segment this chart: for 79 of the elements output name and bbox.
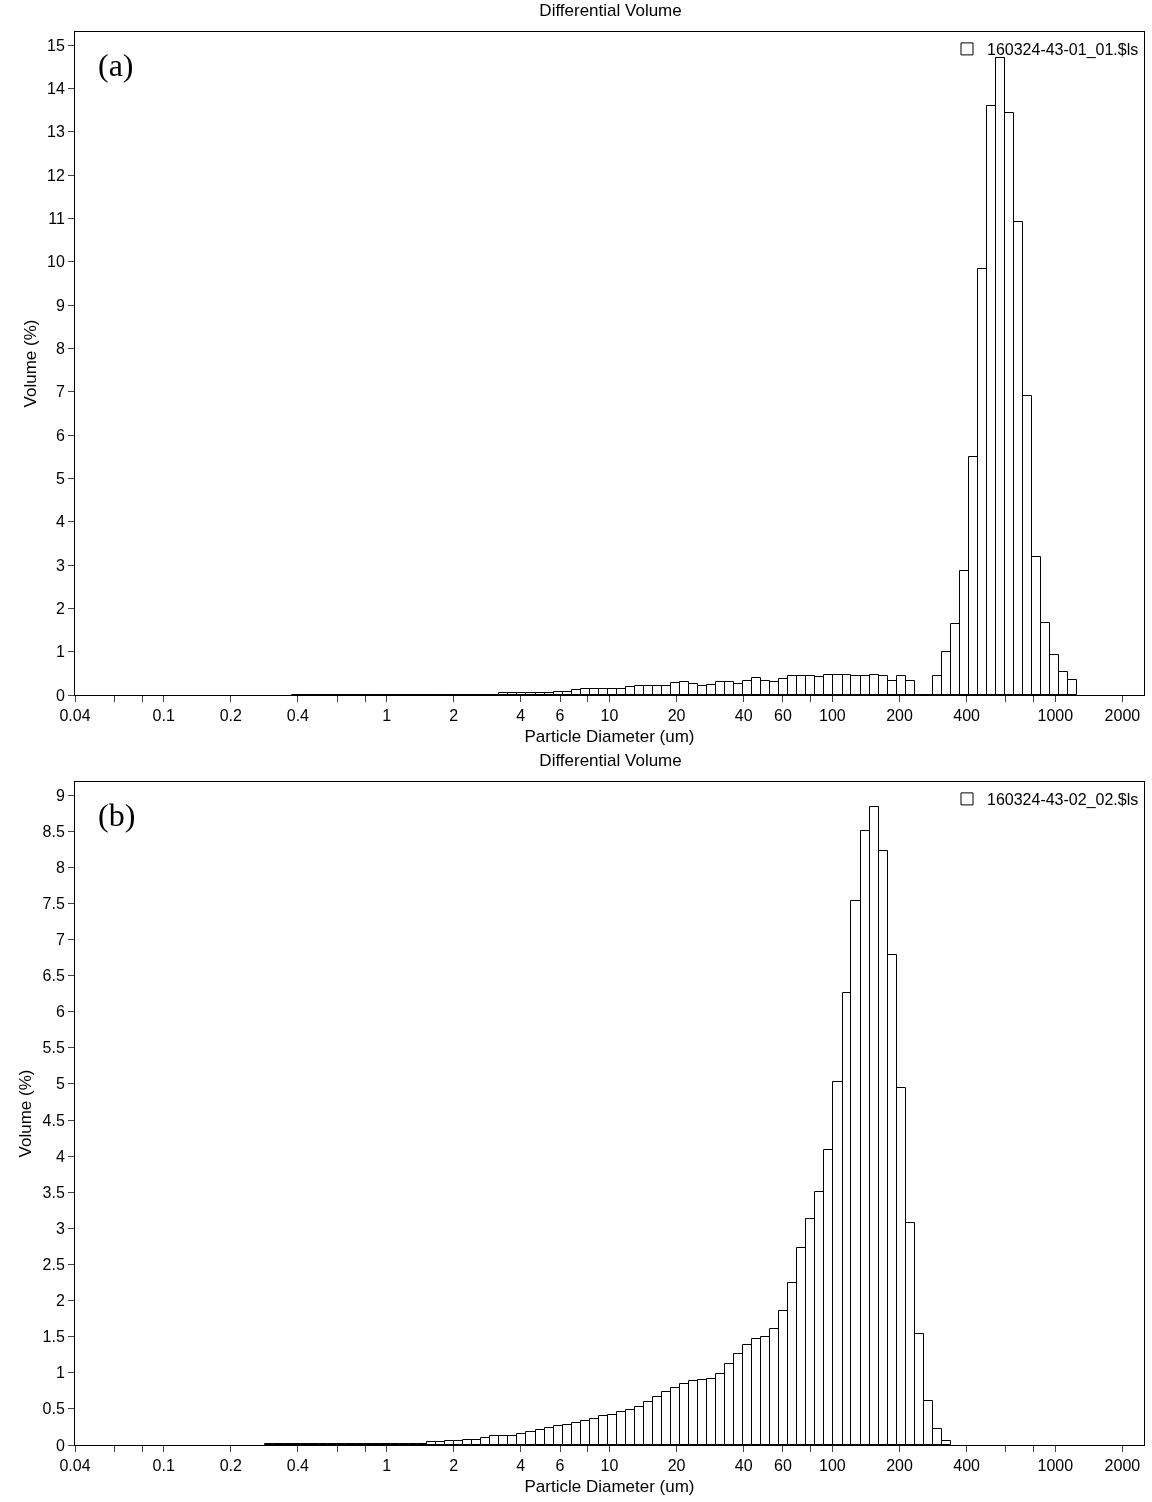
y-tick-label: 6.5 [42,967,65,985]
y-tick-label: 8 [55,339,65,357]
x-tick-label: 1 [382,1457,392,1475]
y-tick-label: 2 [55,1292,65,1310]
y-tick-label: 7 [55,931,65,949]
x-tick-label: 6 [555,707,565,725]
x-tick-label: 1 [382,707,392,725]
x-tick-label: 2000 [1104,1457,1141,1475]
x-tick-label: 0.04 [59,707,91,725]
y-tick-label: 14 [47,79,65,97]
y-tick-label: 0 [55,686,65,704]
y-tick-label: 5 [55,1075,65,1093]
x-tick-label: 0.4 [286,707,310,725]
x-tick-label: 20 [667,707,686,725]
x-tick-label: 10 [600,707,619,725]
x-tick-label: 0.04 [59,1457,91,1475]
y-tick-label: 1 [55,643,65,661]
x-tick-label: 400 [953,1457,981,1475]
x-tick-label: 0.2 [219,707,243,725]
y-tick-label: 8 [55,858,65,876]
y-tick-label: 5.5 [42,1039,65,1057]
x-tick-label: 2 [449,1457,459,1475]
y-tick-label: 1 [55,1364,65,1382]
x-tick-label: 60 [774,1457,792,1475]
y-tick-label: 1.5 [42,1328,65,1346]
y-tick-label: 9 [55,786,65,804]
x-tick-label: 2000 [1104,707,1141,725]
y-tick-label: 8.5 [42,822,65,840]
x-tick-label: 4 [516,1457,526,1475]
y-tick-label: 13 [47,123,65,141]
y-tick-label: 6 [55,426,65,444]
y-tick-label: 2.5 [42,1256,65,1274]
y-tick-label: 3.5 [42,1183,65,1201]
x-tick-label: 0.1 [152,707,175,725]
legend-label: 160324-43-01_01.$ls [987,41,1139,60]
y-tick-label: 12 [47,166,65,184]
x-tick-label: 1000 [1037,707,1074,725]
x-tick-label: 40 [734,1457,753,1475]
x-axis-title: Particle Diameter (um) [524,1476,695,1496]
y-tick-label: 9 [55,296,65,314]
y-tick-label: 3 [55,556,65,574]
annotation: (b) [98,797,136,833]
y-tick-label: 7.5 [42,894,65,912]
x-tick-label: 20 [667,1457,686,1475]
x-tick-label: 40 [734,707,753,725]
y-tick-label: 10 [47,253,65,271]
x-tick-label: 10 [600,1457,619,1475]
y-axis-title: Volume (%) [16,1069,36,1158]
x-tick-label: 100 [819,1457,846,1475]
legend-label: 160324-43-02_02.$ls [987,791,1139,810]
y-tick-label: 3 [55,1219,65,1237]
y-tick-label: 0.5 [42,1400,65,1418]
y-tick-label: 15 [47,36,65,54]
x-tick-label: 4 [516,707,526,725]
y-tick-label: 4 [55,513,65,531]
x-tick-label: 0.2 [219,1457,243,1475]
x-tick-label: 1000 [1037,1457,1074,1475]
chart-title: Differential Volume [539,0,682,20]
chart-title: Differential Volume [539,750,682,770]
y-tick-label: 6 [55,1003,65,1021]
x-tick-label: 2 [449,707,459,725]
annotation: (a) [98,47,134,83]
y-tick-label: 7 [55,383,65,401]
x-tick-label: 400 [953,707,981,725]
y-axis-title: Volume (%) [20,319,40,408]
x-tick-label: 200 [886,1457,913,1475]
x-tick-label: 0.4 [286,1457,310,1475]
y-tick-label: 4.5 [42,1111,65,1129]
x-tick-label: 6 [555,1457,565,1475]
x-tick-label: 60 [774,707,792,725]
x-axis-title: Particle Diameter (um) [524,726,695,746]
x-tick-label: 200 [886,707,913,725]
x-tick-label: 0.1 [152,1457,175,1475]
y-tick-label: 0 [55,1436,65,1454]
x-tick-label: 100 [819,707,846,725]
y-tick-label: 5 [55,469,65,487]
y-tick-label: 2 [55,599,65,617]
y-tick-label: 4 [55,1147,65,1165]
y-tick-label: 11 [48,209,65,227]
